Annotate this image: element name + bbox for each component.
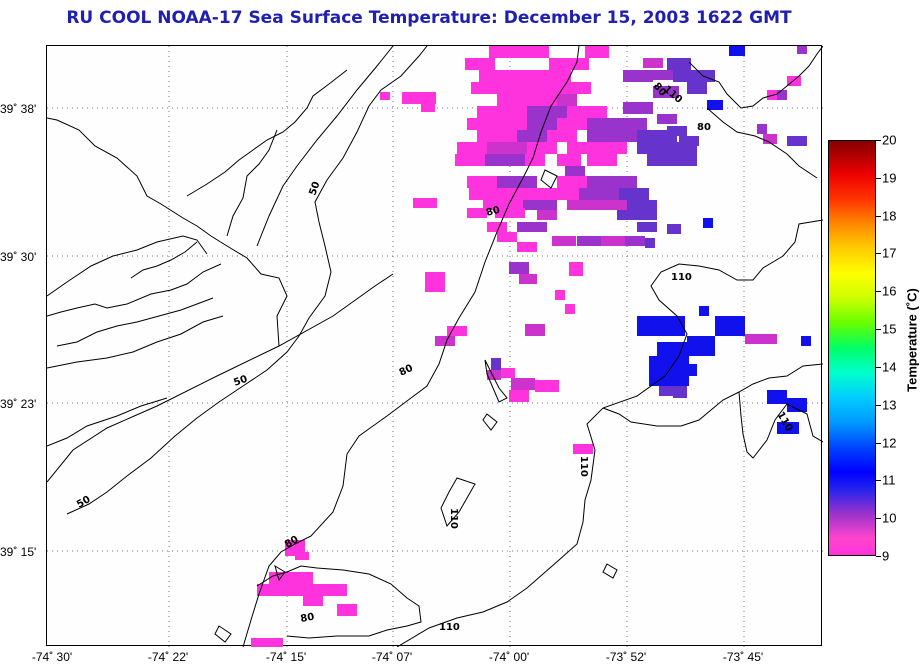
contour-label: 50: [232, 374, 249, 389]
colorbar-tick-label: 13: [882, 397, 897, 413]
colorbar-tick-label: 9: [882, 548, 890, 564]
longitude-label: -73˚ 52': [605, 650, 647, 664]
longitude-label: -74˚ 22': [147, 650, 189, 664]
colorbar-title: Temperature (˚C): [904, 288, 920, 392]
longitude-label: -73˚ 45': [722, 650, 764, 664]
colorbar-tick-label: 16: [882, 283, 897, 299]
contour-label: 110: [671, 272, 692, 283]
colorbar-tick-mark: [876, 404, 881, 406]
colorbar-tick-mark: [876, 140, 881, 141]
contour-label: 110: [578, 456, 589, 477]
latitude-label: 39˚ 15': [0, 545, 37, 559]
contour-label: 50: [307, 180, 322, 197]
colorbar-tick-mark: [876, 291, 881, 293]
colorbar-tick-mark: [876, 253, 881, 255]
latitude-label: 39˚ 38': [0, 102, 37, 116]
colorbar-tick-mark: [876, 366, 881, 368]
bathymetry-contours: [66, 46, 823, 647]
colorbar-tick-mark: [876, 556, 881, 557]
contour-label: 50: [75, 494, 93, 511]
sea-surface-temperature-pixels: [251, 46, 811, 647]
map-plot-area: 50 50 50 80 80 80 80 110 110 110 110 110…: [46, 45, 823, 647]
contour-label: 80: [697, 122, 711, 133]
colorbar-tick-label: 12: [882, 435, 897, 451]
contour-label: 110: [439, 622, 460, 633]
colorbar-tick-mark: [876, 215, 881, 217]
colorbar-tick-mark: [876, 480, 881, 482]
map-title: RU COOL NOAA-17 Sea Surface Temperature:…: [66, 8, 792, 28]
contour-label: 110: [448, 508, 459, 529]
latitude-label: 39˚ 23': [0, 397, 37, 411]
longitude-label: -74˚ 30': [31, 650, 73, 664]
colorbar-tick-mark: [876, 442, 881, 444]
colorbar-tick-label: 18: [882, 208, 897, 224]
longitude-label: -74˚ 07': [371, 650, 413, 664]
colorbar-tick-label: 15: [882, 321, 897, 337]
colorbar-tick-label: 14: [882, 359, 897, 375]
colorbar-tick-label: 19: [882, 170, 897, 186]
colorbar-tick-mark: [876, 177, 881, 179]
coastline: [47, 46, 394, 483]
map-canvas: 50 50 50 80 80 80 80 110 110 110 110 110…: [47, 46, 823, 647]
colorbar-tick-label: 17: [882, 245, 897, 261]
colorbar-tick-mark: [876, 518, 881, 520]
contour-label: 80: [485, 205, 501, 219]
colorbar-tick-label: 11: [882, 472, 896, 488]
longitude-label: -74˚ 15': [265, 650, 307, 664]
colorbar-tick-label: 20: [882, 132, 897, 148]
contour-label: 110: [661, 84, 684, 106]
colorbar-tick-mark: [876, 329, 881, 331]
colorbar-tick-label: 10: [882, 510, 897, 526]
contour-label: 80: [398, 363, 415, 379]
temperature-colorbar: [828, 140, 876, 556]
contour-label: 80: [300, 612, 316, 625]
latitude-label: 39˚ 30': [0, 250, 37, 264]
longitude-label: -74˚ 00': [488, 650, 530, 664]
